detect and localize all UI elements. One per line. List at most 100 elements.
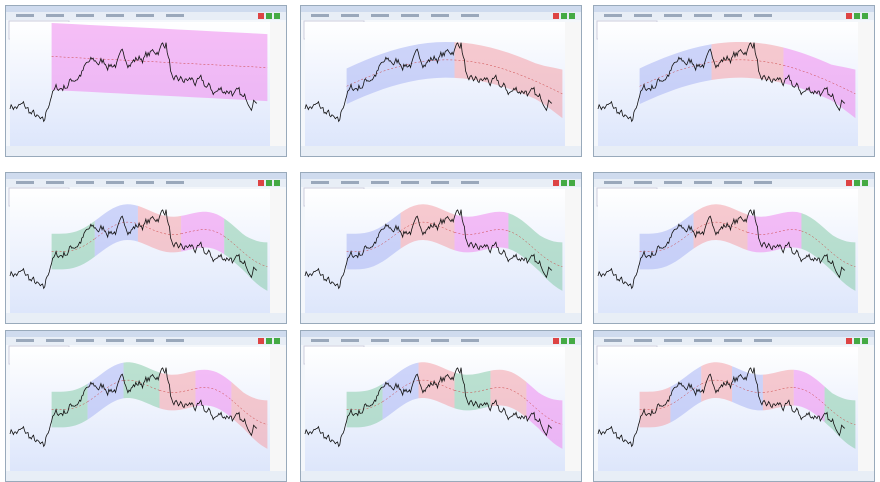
regression-channel <box>639 44 712 105</box>
channel-midline <box>508 230 563 267</box>
toolbar-item <box>46 181 64 184</box>
channel-midline <box>181 229 225 237</box>
toolbar-button[interactable] <box>274 180 280 186</box>
regression-channel <box>824 386 856 449</box>
toolbar-button[interactable] <box>569 13 575 19</box>
toolbar-item <box>371 181 389 184</box>
window-svg <box>594 331 874 481</box>
regression-channel <box>454 211 509 253</box>
toolbar-item <box>401 181 419 184</box>
toolbar-button[interactable] <box>274 13 280 19</box>
time-axis <box>594 471 874 481</box>
toolbar-item <box>724 339 742 342</box>
toolbar-button[interactable] <box>862 13 868 19</box>
toolbar-item <box>754 181 772 184</box>
window-svg <box>6 173 286 323</box>
toolbar-button[interactable] <box>274 338 280 344</box>
toolbar-button[interactable] <box>846 13 852 19</box>
toolbar-item <box>166 339 184 342</box>
price-line <box>9 209 258 290</box>
toolbar-item <box>431 181 449 184</box>
toolbar-button[interactable] <box>553 338 559 344</box>
toolbar-item <box>136 14 154 17</box>
toolbar-button[interactable] <box>854 13 860 19</box>
title-bar <box>594 6 874 12</box>
toolbar-item <box>634 339 652 342</box>
regression-channel <box>526 382 563 449</box>
toolbar-item <box>16 14 34 17</box>
chart-window <box>5 330 287 482</box>
time-axis <box>301 146 581 156</box>
regression-channel <box>195 369 232 418</box>
price-axis <box>858 189 874 313</box>
toolbar-item <box>341 339 359 342</box>
regression-channel <box>346 41 455 105</box>
regression-channel <box>400 204 455 251</box>
toolbar-item <box>46 14 64 17</box>
toolbar-button[interactable] <box>846 338 852 344</box>
time-axis <box>6 471 286 481</box>
time-axis <box>6 146 286 156</box>
channel-midline <box>824 404 856 425</box>
price-axis <box>565 22 581 146</box>
title-bar <box>6 173 286 179</box>
toolbar-button[interactable] <box>561 13 567 19</box>
toolbar-item <box>106 181 124 184</box>
regression-channel <box>454 42 563 119</box>
channel-midline <box>400 221 455 233</box>
toolbar-item <box>694 181 712 184</box>
time-axis <box>594 146 874 156</box>
toolbar-button[interactable] <box>258 180 264 186</box>
toolbar-button[interactable] <box>553 180 559 186</box>
toolbar-item <box>136 181 154 184</box>
price-line <box>9 367 258 448</box>
toolbar-item <box>136 339 154 342</box>
toolbar-button[interactable] <box>862 338 868 344</box>
toolbar-button[interactable] <box>258 13 264 19</box>
regression-channel <box>454 370 491 411</box>
toolbar-button[interactable] <box>561 338 567 344</box>
toolbar-button[interactable] <box>569 180 575 186</box>
toolbar-button[interactable] <box>266 338 272 344</box>
toolbar-button[interactable] <box>266 180 272 186</box>
price-line <box>597 209 846 290</box>
time-axis <box>301 471 581 481</box>
toolbar-item <box>16 339 34 342</box>
channel-midline <box>454 229 509 235</box>
toolbar-button[interactable] <box>854 180 860 186</box>
regression-channel <box>793 369 825 423</box>
chart-window <box>300 330 582 482</box>
title-bar <box>594 331 874 337</box>
regression-channel <box>639 386 671 428</box>
toolbar-button[interactable] <box>258 338 264 344</box>
title-bar <box>301 173 581 179</box>
toolbar-item <box>166 181 184 184</box>
toolbar-button[interactable] <box>561 180 567 186</box>
chart-window <box>300 5 582 157</box>
toolbar-button[interactable] <box>862 180 868 186</box>
toolbar-button[interactable] <box>846 180 852 186</box>
chart-window <box>593 330 875 482</box>
toolbar-item <box>694 14 712 17</box>
time-axis <box>594 313 874 323</box>
toolbar-button[interactable] <box>553 13 559 19</box>
toolbar-button[interactable] <box>266 13 272 19</box>
time-axis <box>6 313 286 323</box>
toolbar-button[interactable] <box>569 338 575 344</box>
chart-window <box>5 172 287 324</box>
title-bar <box>594 173 874 179</box>
toolbar-item <box>461 339 479 342</box>
channel-midline <box>639 230 694 252</box>
channel-midline <box>711 59 784 66</box>
toolbar-button[interactable] <box>854 338 860 344</box>
regression-channel <box>783 47 856 119</box>
window-svg <box>594 173 874 323</box>
price-line <box>304 42 553 123</box>
chart-window <box>5 5 287 157</box>
regression-channel <box>137 205 182 253</box>
regression-channel <box>801 213 856 291</box>
price-line <box>9 42 258 123</box>
title-bar <box>6 331 286 337</box>
channel-midline <box>639 61 712 87</box>
channel-midline <box>346 401 383 410</box>
